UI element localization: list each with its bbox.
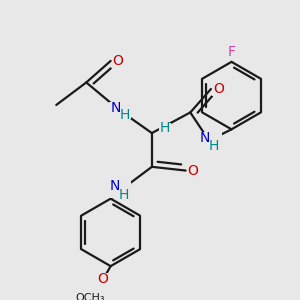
- Text: O: O: [98, 272, 109, 286]
- Bar: [187, 164, 200, 177]
- Bar: [112, 54, 125, 68]
- Text: H: H: [208, 139, 219, 153]
- Text: N: N: [199, 131, 209, 145]
- Text: O: O: [113, 54, 124, 68]
- Text: H: H: [119, 108, 130, 122]
- Bar: [212, 82, 225, 96]
- Bar: [109, 102, 131, 119]
- Text: O: O: [188, 164, 199, 178]
- Bar: [97, 273, 110, 286]
- Text: H: H: [118, 188, 129, 202]
- Bar: [225, 46, 238, 59]
- Bar: [109, 181, 131, 198]
- Bar: [76, 292, 104, 300]
- Bar: [200, 132, 222, 149]
- Text: N: N: [110, 101, 121, 115]
- Text: O: O: [213, 82, 224, 96]
- Text: N: N: [109, 179, 120, 194]
- Text: H: H: [160, 122, 170, 135]
- Text: OCH₃: OCH₃: [75, 293, 105, 300]
- Bar: [159, 123, 171, 134]
- Text: F: F: [227, 46, 236, 59]
